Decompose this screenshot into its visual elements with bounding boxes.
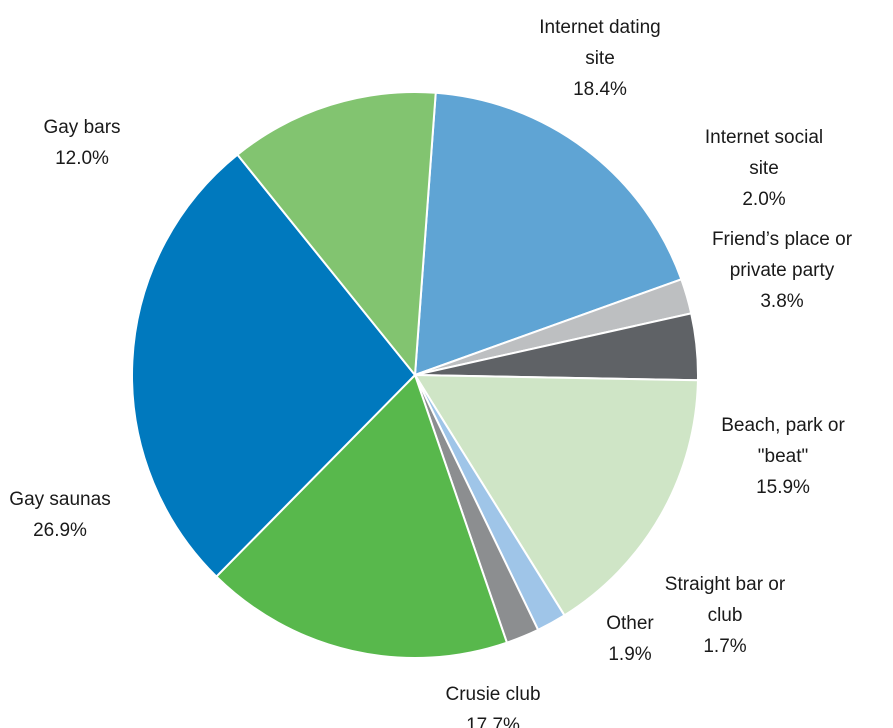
slice-category-label: Other <box>606 613 654 634</box>
slice-value-label: 1.7% <box>703 636 746 657</box>
slice-category-label: Internet dating <box>539 17 660 38</box>
slice-category-label: Gay saunas <box>9 489 110 510</box>
pie-slices <box>131 91 699 659</box>
slice-value-label: 17.7% <box>466 715 520 728</box>
slice-category-label: site <box>749 158 779 179</box>
slice-category-label: Friend’s place or <box>712 229 853 250</box>
slice-value-label: 18.4% <box>573 79 627 100</box>
slice-category-label: Internet social <box>705 127 823 148</box>
slice-value-label: 2.0% <box>742 189 785 210</box>
slice-category-label: Gay bars <box>43 117 120 138</box>
pie-slice <box>215 374 508 659</box>
slice-category-label: private party <box>730 260 835 281</box>
slice-value-label: 12.0% <box>55 148 109 169</box>
slice-value-label: 3.8% <box>760 291 803 312</box>
slice-category-label: "beat" <box>758 446 808 467</box>
slice-category-label: Straight bar or <box>665 574 786 595</box>
pie-slice <box>236 91 437 376</box>
slice-category-label: club <box>708 605 743 626</box>
pie-slice <box>131 153 416 578</box>
slice-category-label: Crusie club <box>445 684 540 705</box>
slice-value-label: 26.9% <box>33 520 87 541</box>
slice-category-label: site <box>585 48 615 69</box>
slice-value-label: 1.9% <box>608 644 651 665</box>
pie-slice <box>414 374 699 617</box>
slice-value-label: 15.9% <box>756 477 810 498</box>
pie-labels: Internet dating site 18.4% Internet social s… <box>9 17 852 728</box>
pie-slice <box>414 91 683 376</box>
slice-category-label: Beach, park or <box>721 415 845 436</box>
